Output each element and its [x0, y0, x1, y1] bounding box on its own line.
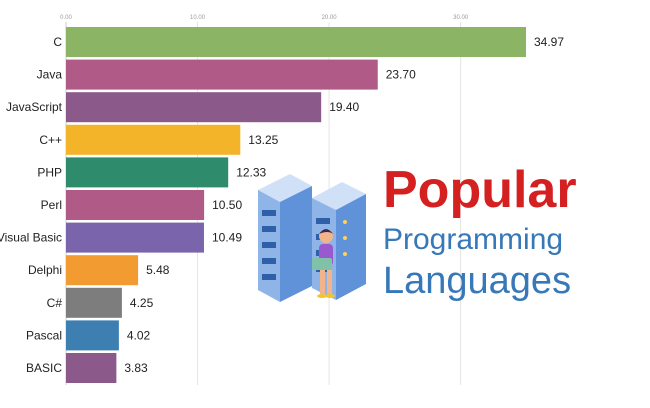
bar	[66, 92, 322, 123]
category-label: Perl	[41, 198, 62, 212]
value-label: 4.02	[127, 328, 151, 342]
headline-languages: Languages	[383, 260, 572, 302]
category-label: JavaScript	[6, 100, 63, 114]
bar	[66, 287, 122, 318]
value-label: 12.33	[236, 165, 266, 179]
value-label: 34.97	[534, 35, 564, 49]
category-label: C	[53, 35, 62, 49]
bar	[66, 255, 139, 286]
value-label: 13.25	[248, 133, 278, 147]
person-with-laptop-icon	[312, 229, 335, 298]
value-label: 19.40	[329, 100, 359, 114]
category-label: PHP	[37, 165, 62, 179]
bar	[66, 124, 241, 155]
server-rack-with-person-laptop-icon	[258, 174, 366, 302]
x-tick-label: 0.00	[60, 15, 72, 21]
headline-popular: Popular	[383, 161, 577, 219]
bar	[66, 190, 205, 220]
bar	[66, 157, 229, 188]
category-label: Java	[37, 68, 63, 82]
server-tower-left-icon	[258, 174, 312, 302]
category-label: BASIC	[26, 361, 62, 375]
category-label: Pascal	[26, 328, 62, 342]
bar	[66, 59, 378, 90]
category-label: C#	[47, 296, 63, 310]
x-tick-label: 10.00	[190, 15, 206, 21]
headline-programming: Programming	[383, 223, 564, 256]
category-label: Delphi	[28, 263, 62, 277]
value-label: 5.48	[146, 263, 170, 277]
bar	[66, 353, 117, 383]
bar	[66, 222, 204, 253]
value-label: 23.70	[386, 68, 416, 82]
category-label: C++	[39, 133, 62, 147]
x-tick-label: 20.00	[322, 15, 338, 21]
bar	[66, 27, 526, 57]
category-label: Visual Basic	[0, 231, 62, 245]
value-label: 3.83	[124, 361, 148, 375]
value-label: 10.49	[212, 231, 242, 245]
value-label: 10.50	[212, 198, 242, 212]
x-tick-label: 30.00	[453, 15, 469, 21]
value-label: 4.25	[130, 296, 154, 310]
bar	[66, 320, 119, 351]
